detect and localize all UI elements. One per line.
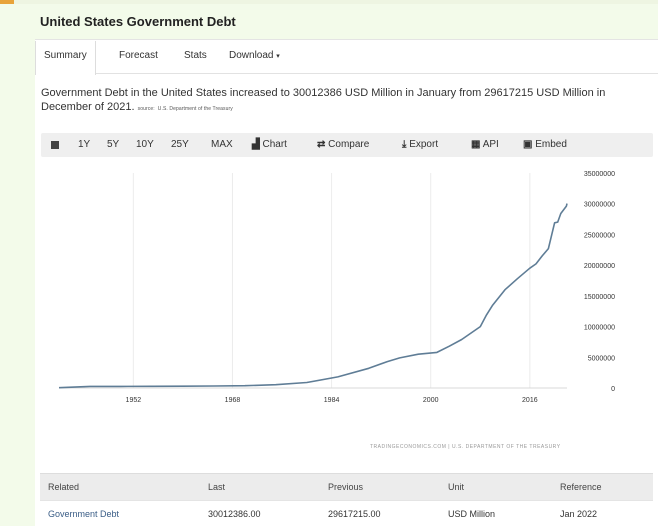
source-link[interactable]: U.S. Department of the Treasury (157, 106, 233, 112)
y-tick-label: 30000000 (584, 202, 615, 209)
chart-watermark: TRADINGECONOMICS.COM | U.S. DEPARTMENT O… (370, 444, 561, 450)
tab-bar: Summary Forecast Stats Download ▾ (35, 40, 658, 75)
y-tick-label: 35000000 (584, 171, 615, 178)
related-table: Related Last Previous Unit Reference Gov… (40, 473, 653, 526)
header-previous: Previous (328, 482, 364, 492)
range-5y-button[interactable]: 5Y (107, 139, 120, 150)
y-tick-label: 25000000 (584, 232, 615, 239)
table-row[interactable]: Government Debt 30012386.00 29617215.00 … (40, 500, 653, 526)
x-tick-label: 2016 (522, 397, 538, 404)
row-previous: 29617215.00 (328, 509, 381, 519)
debt-chart: 0 5000000 10000000 15000000 20000000 25000000… (57, 167, 617, 427)
x-tick-label: 1984 (324, 397, 340, 404)
x-tick-label: 1968 (225, 397, 241, 404)
embed-button-label: Embed (535, 139, 567, 150)
tab-download[interactable]: Download ▾ (229, 50, 280, 61)
compare-button-label: Compare (328, 139, 370, 150)
range-1y-button[interactable]: 1Y (78, 139, 91, 150)
row-last: 30012386.00 (208, 509, 261, 519)
x-tick-label: 1952 (126, 397, 142, 404)
y-tick-label: 5000000 (588, 355, 615, 362)
tab-forecast[interactable]: Forecast (119, 50, 158, 61)
range-max-button[interactable]: MAX (211, 139, 233, 150)
header-unit: Unit (448, 482, 465, 492)
range-25y-button[interactable]: 25Y (171, 139, 189, 150)
api-button[interactable]: ▦ API (471, 139, 499, 150)
source-label: source: (137, 106, 155, 112)
header-related: Related (48, 482, 80, 492)
y-tick-label: 20000000 (584, 263, 615, 270)
top-strip (0, 0, 658, 4)
header-reference: Reference (560, 482, 602, 492)
table-header: Related Last Previous Unit Reference (40, 473, 653, 500)
description: Government Debt in the United States inc… (41, 86, 653, 116)
calendar-icon[interactable] (51, 140, 59, 151)
caret-down-icon: ▾ (276, 53, 280, 60)
page-title: United States Government Debt (40, 14, 236, 29)
compare-icon: ⇄ (317, 139, 326, 150)
chart-toolbar: 1Y 5Y 10Y 25Y MAX ▟ Chart ⇄ Compare ⤓ Ex… (41, 133, 653, 157)
description-text: Government Debt in the United States inc… (41, 87, 606, 113)
image-icon: ▣ (523, 139, 533, 150)
range-10y-button[interactable]: 10Y (136, 139, 154, 150)
download-icon: ⤓ (402, 139, 407, 150)
row-reference: Jan 2022 (560, 509, 598, 519)
header-last: Last (208, 482, 226, 492)
x-tick-label: 2000 (423, 397, 439, 404)
compare-button[interactable]: ⇄ Compare (317, 139, 369, 150)
row-related-link[interactable]: Government Debt (48, 509, 120, 519)
export-button[interactable]: ⤓ Export (402, 139, 438, 150)
bar-chart-icon: ▟ (252, 139, 260, 150)
embed-button[interactable]: ▣ Embed (523, 139, 567, 150)
chart-svg: 0 5000000 10000000 15000000 20000000 25000000… (58, 171, 615, 404)
export-button-label: Export (409, 139, 439, 150)
row-unit: USD Million (448, 509, 496, 519)
tab-summary[interactable]: Summary (35, 41, 96, 75)
series-line (58, 203, 568, 389)
tab-download-label: Download (229, 50, 274, 61)
chart-button-label: Chart (262, 139, 287, 150)
api-button-label: API (482, 139, 499, 150)
tab-stats[interactable]: Stats (184, 50, 207, 61)
y-tick-label: 0 (611, 386, 615, 393)
brand-accent (0, 0, 14, 4)
y-tick-label: 15000000 (584, 294, 615, 301)
y-tick-label: 10000000 (584, 325, 615, 332)
content-panel: Summary Forecast Stats Download ▾ Govern… (35, 39, 658, 526)
chart-button[interactable]: ▟ Chart (252, 139, 287, 150)
grid-icon: ▦ (471, 139, 481, 150)
